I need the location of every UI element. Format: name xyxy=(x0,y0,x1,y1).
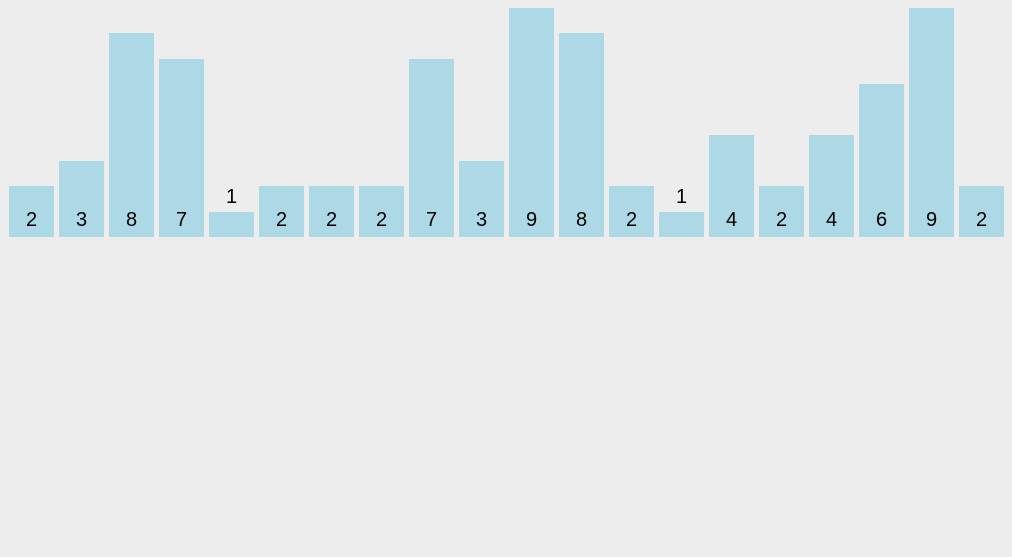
bar-chart: 2 3 8 7 1 2 2 2 7 3 9 8 2 1 4 2 4 6 9 2 xyxy=(0,0,1012,237)
bar[interactable]: 2 xyxy=(9,186,54,237)
bar-slot: 8 xyxy=(109,33,154,237)
bar-value-label: 2 xyxy=(275,209,288,231)
bar-value-label: 2 xyxy=(375,209,388,231)
bar-slot: 2 xyxy=(359,186,404,237)
bar[interactable]: 6 xyxy=(859,84,904,237)
bar-slot: 9 xyxy=(509,7,554,237)
bar-slot: 1 xyxy=(659,185,704,237)
bar-slot: 2 xyxy=(959,186,1004,237)
bar-slot: 1 xyxy=(209,185,254,237)
bar[interactable]: 2 xyxy=(259,186,304,237)
bar[interactable]: 2 xyxy=(609,186,654,237)
bar-slot: 2 xyxy=(9,186,54,237)
bar-slot: 2 xyxy=(759,186,804,237)
bar-slot: 2 xyxy=(309,186,354,237)
bar-value-label: 8 xyxy=(125,209,138,231)
bar[interactable]: 7 xyxy=(409,58,454,237)
bar-value-label: 3 xyxy=(75,209,88,231)
bar-value-label: 2 xyxy=(775,209,788,231)
bar[interactable]: 3 xyxy=(59,160,104,237)
bar[interactable]: 3 xyxy=(459,160,504,237)
bar-slot: 3 xyxy=(59,160,104,237)
bar-slot: 3 xyxy=(459,160,504,237)
bar-slot: 9 xyxy=(909,7,954,237)
bar-value-label: 7 xyxy=(175,209,188,231)
bar-slot: 7 xyxy=(159,58,204,237)
bar-value-label: 9 xyxy=(925,209,938,231)
bar-slot: 4 xyxy=(709,135,754,237)
bar[interactable]: 9 xyxy=(509,7,554,237)
bar-slot: 7 xyxy=(409,58,454,237)
bar-value-label: 8 xyxy=(575,209,588,231)
bar-value-label: 3 xyxy=(475,209,488,231)
bar-value-label: 2 xyxy=(25,209,38,231)
bar-slot: 2 xyxy=(259,186,304,237)
bar-value-label: 1 xyxy=(225,185,238,208)
bar[interactable]: 2 xyxy=(959,186,1004,237)
bar[interactable] xyxy=(209,211,254,237)
bar-value-label: 9 xyxy=(525,209,538,231)
bar-slot: 4 xyxy=(809,135,854,237)
bar-value-label: 7 xyxy=(425,209,438,231)
bar[interactable]: 4 xyxy=(809,135,854,237)
bar[interactable]: 7 xyxy=(159,58,204,237)
bar-value-label: 6 xyxy=(875,209,888,231)
bar-value-label: 2 xyxy=(975,209,988,231)
bar-slot: 8 xyxy=(559,33,604,237)
bar-slot: 2 xyxy=(609,186,654,237)
bar-slot: 6 xyxy=(859,84,904,237)
bar[interactable]: 9 xyxy=(909,7,954,237)
bar[interactable] xyxy=(659,211,704,237)
bar[interactable]: 4 xyxy=(709,135,754,237)
bar-value-label: 2 xyxy=(325,209,338,231)
bar-value-label: 4 xyxy=(725,209,738,231)
bar[interactable]: 2 xyxy=(359,186,404,237)
bar[interactable]: 8 xyxy=(109,33,154,237)
bar-value-label: 1 xyxy=(675,185,688,208)
bar-value-label: 2 xyxy=(625,209,638,231)
bar-value-label: 4 xyxy=(825,209,838,231)
bar[interactable]: 2 xyxy=(759,186,804,237)
bar[interactable]: 8 xyxy=(559,33,604,237)
bar[interactable]: 2 xyxy=(309,186,354,237)
